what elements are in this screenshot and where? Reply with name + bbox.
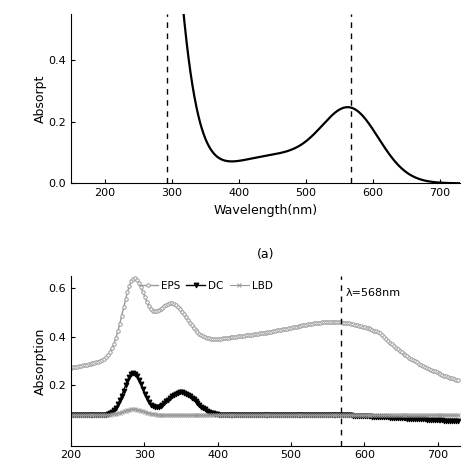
LBD — [224, 412, 229, 418]
LBD — [449, 412, 455, 418]
DC — [218, 412, 223, 418]
Text: λ=568nm: λ=568nm — [346, 289, 401, 299]
DC — [234, 412, 240, 418]
DC — [68, 412, 74, 418]
EPS — [449, 375, 455, 381]
EPS — [457, 378, 463, 384]
X-axis label: Wavelength(nm): Wavelength(nm) — [213, 204, 318, 217]
Line: EPS: EPS — [69, 277, 462, 383]
DC — [449, 418, 455, 424]
Line: DC: DC — [69, 371, 462, 424]
LBD — [131, 407, 137, 412]
Line: LBD: LBD — [69, 408, 462, 417]
EPS — [234, 334, 240, 339]
DC — [113, 405, 118, 411]
DC — [457, 419, 463, 424]
DC — [408, 416, 413, 421]
EPS — [136, 279, 141, 285]
DC — [136, 376, 141, 382]
LBD — [235, 412, 240, 418]
EPS — [68, 365, 74, 371]
EPS — [113, 337, 118, 342]
Y-axis label: Absorption: Absorption — [34, 327, 47, 395]
Y-axis label: Absorpt: Absorpt — [34, 74, 47, 123]
LBD — [136, 407, 141, 413]
LBD — [408, 412, 413, 418]
Legend: EPS, DC, LBD: EPS, DC, LBD — [135, 276, 277, 295]
LBD — [68, 412, 74, 418]
EPS — [132, 275, 137, 281]
DC — [131, 370, 137, 376]
LBD — [218, 412, 223, 418]
EPS — [218, 336, 223, 341]
LBD — [457, 412, 463, 418]
EPS — [408, 356, 413, 361]
Text: (a): (a) — [257, 248, 274, 261]
LBD — [113, 411, 118, 417]
